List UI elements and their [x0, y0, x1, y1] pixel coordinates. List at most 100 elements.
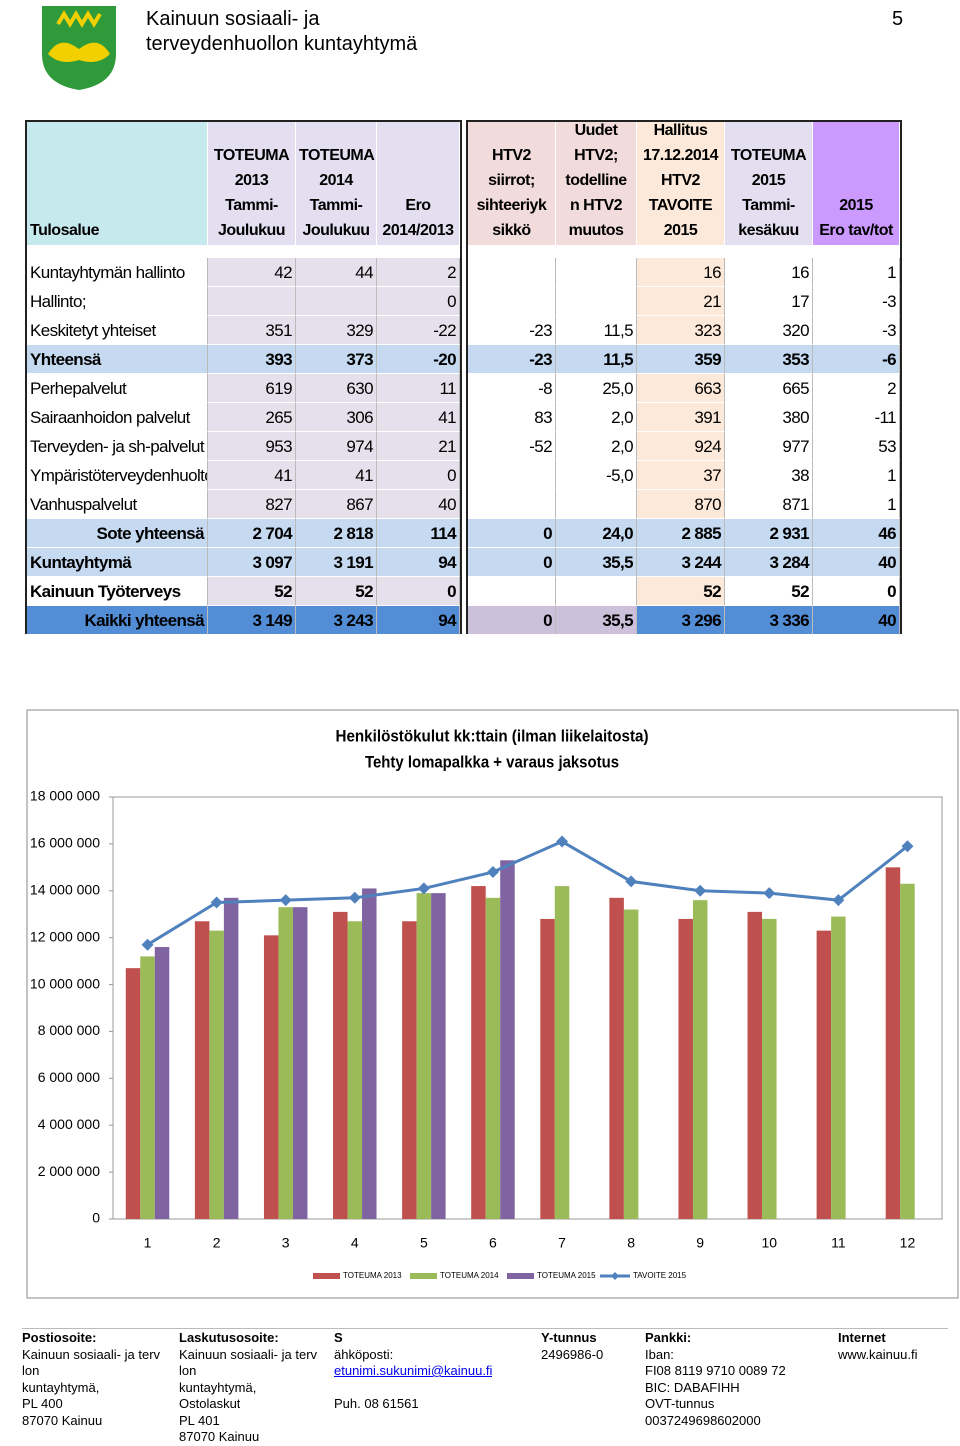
footer-line: Kainuun sosiaali- ja terv	[22, 1346, 161, 1362]
footer-line: www.kainuu.fi	[838, 1346, 918, 1362]
bar	[500, 860, 515, 1219]
table-cell: Terveyden- ja sh-palvelut	[27, 432, 208, 461]
table-cell: 3 244	[637, 548, 725, 577]
table-cell: 0	[468, 548, 556, 577]
column-header-line: sikkö	[492, 222, 531, 239]
footer-heading: Y-tunnus	[541, 1330, 597, 1345]
column-header: TOTEUMA 2014 Tammi- Joulukuu	[296, 122, 377, 245]
bar	[140, 956, 155, 1219]
table-cell: 663	[637, 374, 725, 403]
table-cell: 21	[377, 432, 460, 461]
table-cell: 11	[377, 374, 460, 403]
table-cell: 3 284	[725, 548, 813, 577]
footer-line: BIC: DABAFIHH	[645, 1379, 740, 1395]
x-tick-label: 9	[696, 1235, 704, 1251]
column-header: HTV2 siirrot; sihteeriyk sikkö	[468, 122, 556, 245]
column-header-line: 2014	[319, 172, 353, 189]
table-cell: 52	[725, 577, 813, 606]
chart-title: Henkilöstökulut kk:ttain (ilman liikelai…	[336, 726, 649, 745]
table-cell: 94	[377, 606, 460, 635]
table-cell: 827	[208, 490, 296, 519]
table-cell: Hallinto; Hanketyöntekijät	[27, 287, 208, 316]
table-cell: 35,5	[556, 548, 637, 577]
footer-line: 87070 Kainuu	[22, 1412, 103, 1428]
bar	[900, 883, 915, 1219]
x-tick-label: 3	[282, 1235, 290, 1251]
bar	[223, 897, 239, 1219]
table-cell: 977	[725, 432, 813, 461]
bar	[692, 900, 708, 1219]
column-header-line: kesäkuu	[738, 222, 799, 239]
table-cell: 53	[813, 432, 900, 461]
table-cell: 2,0	[556, 432, 637, 461]
table-cell: 953	[208, 432, 296, 461]
x-tick-label: 1	[144, 1235, 152, 1251]
table-cell: 3 243	[296, 606, 377, 635]
column-header-line: TAVOITE	[648, 197, 713, 214]
footer-line: Puh. 08 61561	[334, 1396, 419, 1411]
table-cell: 665	[725, 374, 813, 403]
table-cell: -23	[468, 345, 556, 374]
column-header-line: todelline	[565, 172, 627, 189]
line-marker	[417, 882, 430, 895]
column-header: TOTEUMA 2015 Tammi-kesäkuu	[725, 122, 813, 245]
bar	[333, 911, 348, 1219]
table-cell: 25,0	[556, 374, 637, 403]
table-cell: 306	[296, 403, 377, 432]
org-title-line: Kainuun sosiaali- ja	[146, 8, 320, 30]
column-header-line: Ero	[405, 197, 431, 214]
column-header: TOTEUMA 2013 Tammi- Joulukuu	[208, 122, 296, 245]
logo	[42, 6, 116, 90]
table-cell: 974	[296, 432, 377, 461]
y-tick-label: 16 000 000	[30, 835, 100, 851]
table-cell: 3 097	[208, 548, 296, 577]
footer-line: 2496986-0	[541, 1346, 604, 1362]
bar	[816, 930, 832, 1219]
bar	[678, 918, 693, 1219]
line-marker	[625, 875, 638, 888]
table-cell: 38	[725, 461, 813, 490]
y-tick-label: 0	[92, 1210, 100, 1226]
table-cell: -20	[377, 345, 460, 374]
table-cell: 351	[208, 316, 296, 345]
table-cell	[468, 461, 556, 490]
bar	[885, 867, 901, 1219]
table-cell: -3	[813, 287, 900, 316]
legend-label: TOTEUMA 2013	[343, 1271, 402, 1280]
table-cell: 52	[296, 577, 377, 606]
column-header-line: Tammi-	[309, 197, 363, 214]
table-cell: Sairaanhoidon palvelut	[27, 403, 208, 432]
line-marker	[694, 884, 707, 897]
table-cell	[296, 287, 377, 316]
table-cell: 870	[637, 490, 725, 519]
column-header-line: n HTV2	[569, 197, 623, 214]
footer-heading: Pankki:	[645, 1330, 692, 1345]
column-header-line: Ero tav/tot	[819, 222, 893, 239]
table-cell: 2	[377, 258, 460, 287]
table-cell	[556, 258, 637, 287]
column-header-line: TOTEUMA	[299, 147, 375, 164]
column-header: Uudet HTV2; todelline n HTV2 muutos	[556, 122, 637, 245]
table-cell: 380	[725, 403, 813, 432]
column-header-line: 17.12.2014	[642, 147, 719, 164]
table-cell: Perhepalvelut	[27, 374, 208, 403]
table-cell: 41	[208, 461, 296, 490]
column-header: Tulosalue	[27, 122, 208, 245]
x-tick-label: 4	[351, 1235, 359, 1251]
column-header-line: 2015	[839, 197, 873, 214]
org-title: Kainuun sosiaali- ja terveydenhuollon kun…	[146, 7, 417, 57]
legend-label: TAVOITE 2015	[633, 1271, 687, 1280]
column-header-line: Tammi-	[742, 197, 795, 214]
table-cell: 353	[725, 345, 813, 374]
column-header-line: TOTEUMA	[213, 147, 290, 164]
x-tick-label: 7	[558, 1235, 566, 1251]
column-header-line: HTV2;	[574, 147, 618, 164]
bar	[609, 897, 624, 1219]
bar	[402, 921, 417, 1219]
table-cell: 2	[813, 374, 900, 403]
table-cell: 3 336	[725, 606, 813, 635]
line	[146, 839, 909, 946]
table-cell: 83	[468, 403, 556, 432]
table-cell: Vanhuspalvelut	[27, 490, 208, 519]
